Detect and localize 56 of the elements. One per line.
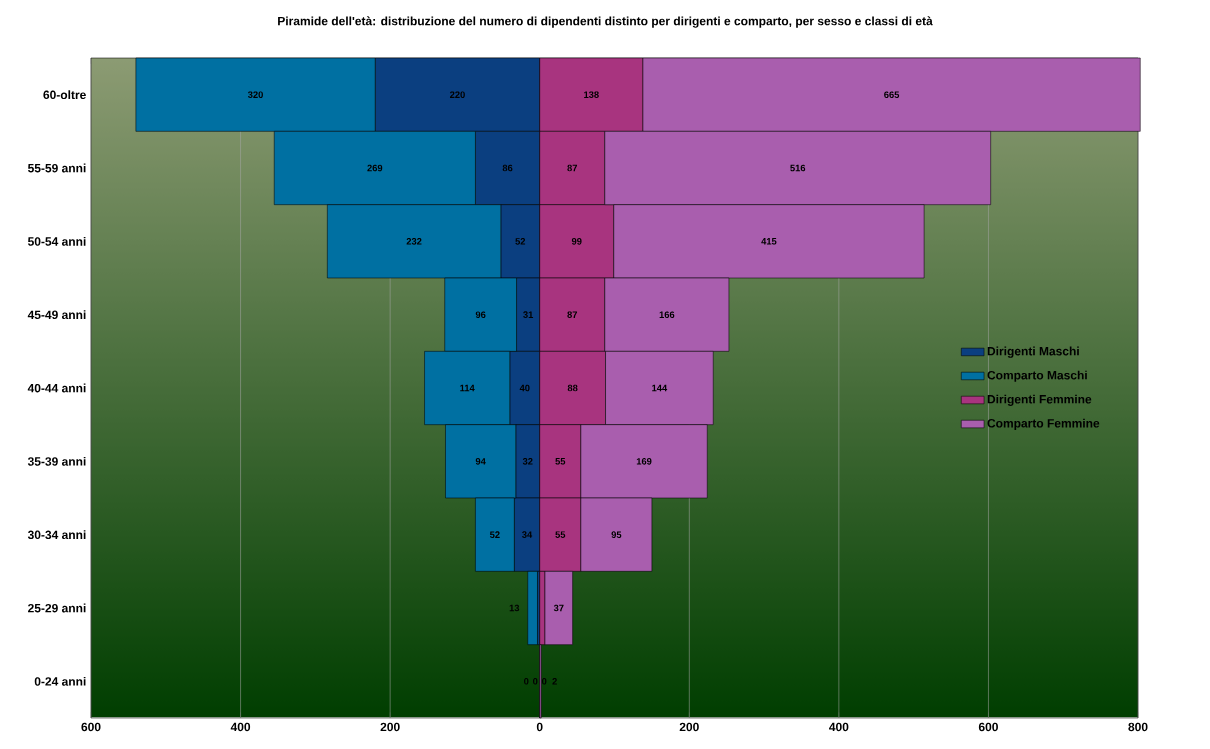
data-label: 269	[367, 164, 383, 172]
x-tick-label: 200	[380, 722, 400, 732]
y-tick-label: 35-39 anni	[27, 456, 86, 466]
x-tick-label: 600	[81, 722, 101, 732]
data-label: 220	[449, 91, 465, 98]
data-label: 32	[522, 458, 533, 465]
data-label: 87	[567, 164, 578, 172]
x-tick-label: 400	[230, 722, 251, 732]
data-label: 232	[406, 238, 422, 245]
data-label: 52	[515, 238, 526, 245]
x-tick-label: 400	[829, 722, 849, 732]
data-label: 138	[584, 91, 599, 98]
data-label: 31	[523, 311, 534, 318]
data-label: 169	[636, 458, 652, 465]
data-label: 144	[652, 384, 668, 392]
data-label: 0	[541, 678, 547, 685]
legend-label: Dirigenti Femmine	[987, 394, 1092, 406]
data-label: 34	[522, 531, 533, 538]
data-label: 166	[659, 311, 675, 318]
data-label: 52	[489, 531, 500, 538]
data-label: 516	[790, 164, 806, 172]
x-tick-label: 800	[1128, 722, 1148, 732]
x-tick-label: 200	[679, 722, 699, 732]
data-label: 86	[502, 164, 513, 172]
y-tick-label: 25-29 anni	[28, 603, 86, 613]
y-tick-label: 40-44 anni	[27, 383, 86, 393]
y-tick-label: 30-34 anni	[27, 530, 86, 540]
data-label: 320	[247, 91, 263, 98]
data-label: 55	[555, 458, 566, 465]
data-label: 40	[519, 384, 530, 392]
data-label: 13	[509, 604, 520, 612]
legend-label: Dirigenti Maschi	[987, 346, 1079, 358]
data-label: 96	[475, 311, 486, 318]
data-label: 55	[555, 531, 566, 538]
legend-label: Comparto Femmine	[987, 418, 1100, 430]
y-tick-label: 50-54 anni	[27, 236, 86, 246]
data-label: 95	[611, 531, 622, 538]
y-tick-label: 55-59 anni	[27, 163, 86, 173]
x-tick-label: 0	[536, 722, 543, 732]
data-label: 0	[533, 678, 538, 685]
data-label: 665	[884, 91, 900, 98]
data-label: 2	[552, 678, 557, 685]
data-label: 37	[553, 604, 564, 612]
x-tick-label: 600	[978, 722, 998, 732]
data-label: 114	[460, 384, 475, 392]
data-label: 0	[524, 678, 529, 685]
y-tick-label: 45-49 anni	[27, 310, 86, 320]
data-label: 94	[475, 458, 486, 465]
data-label: 88	[567, 384, 578, 392]
y-tick-label: 60-oltre	[43, 90, 86, 100]
data-label: 415	[761, 238, 777, 245]
legend-label: Comparto Maschi	[987, 370, 1087, 382]
data-label: 99	[571, 238, 582, 245]
y-tick-label: 0-24 anni	[34, 676, 86, 686]
chart-title: Piramide dell'età: distribuzione del numero di dipendenti distinto per dirigenti e comparto, per sesso e classi di età	[278, 16, 933, 28]
data-label: 87	[567, 311, 578, 318]
